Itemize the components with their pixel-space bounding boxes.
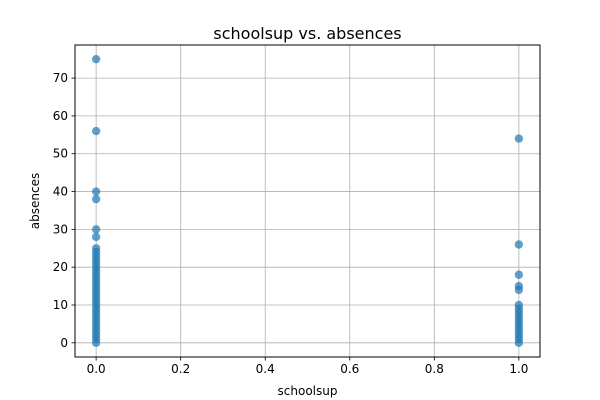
data-point bbox=[91, 126, 101, 136]
x-axis-label: schoolsup bbox=[278, 384, 338, 398]
data-point bbox=[91, 244, 101, 253]
y-tick-label: 20 bbox=[53, 260, 68, 274]
data-point bbox=[514, 270, 524, 279]
x-tick-label: 0.6 bbox=[340, 362, 359, 376]
x-tick-label: 0.0 bbox=[87, 362, 106, 376]
data-point bbox=[514, 281, 524, 291]
data-point bbox=[514, 134, 524, 143]
data-points bbox=[91, 54, 524, 348]
axes-frame bbox=[74, 44, 541, 358]
y-axis-label: absences bbox=[28, 173, 42, 229]
axis-ticks: 0.0 0.2 0.4 0.6 0.8 1.0 0 10 20 30 40 50 60 70 bbox=[53, 71, 529, 376]
data-point bbox=[91, 194, 101, 204]
y-tick-label: 40 bbox=[53, 185, 68, 199]
y-tick-label: 30 bbox=[53, 222, 68, 236]
y-tick-label: 10 bbox=[53, 298, 68, 312]
data-point bbox=[91, 232, 101, 242]
x-tick-label: 1.0 bbox=[509, 362, 528, 376]
x-tick-label: 0.8 bbox=[425, 362, 444, 376]
y-tick-label: 50 bbox=[53, 147, 68, 161]
data-point bbox=[91, 187, 101, 196]
y-tick-label: 0 bbox=[60, 336, 68, 350]
y-tick-label: 60 bbox=[53, 109, 68, 123]
grid-lines bbox=[75, 45, 540, 357]
x-tick-label: 0.2 bbox=[171, 362, 190, 376]
data-point bbox=[91, 54, 101, 64]
data-point bbox=[91, 225, 101, 234]
data-point bbox=[514, 240, 524, 249]
chart-title: schoolsup vs. absences bbox=[213, 24, 401, 43]
x-tick-label: 0.4 bbox=[256, 362, 275, 376]
data-point bbox=[514, 300, 524, 310]
y-tick-label: 70 bbox=[53, 71, 68, 85]
